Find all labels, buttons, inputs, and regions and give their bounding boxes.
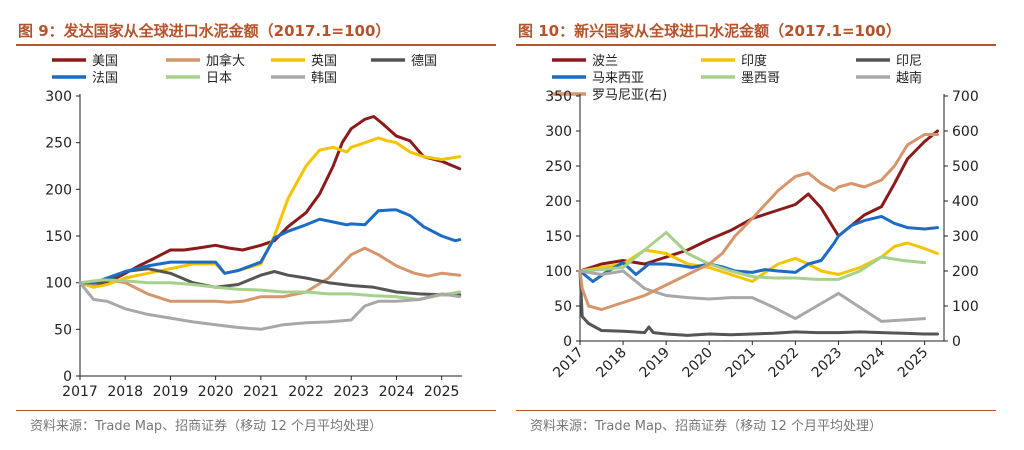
x-tick-label-8: 2025: [895, 345, 932, 382]
y-tick-label-2: 100: [45, 276, 72, 292]
source-note: 资料来源：Trade Map、招商证券（移动 12 个月平均处理）: [30, 419, 382, 434]
y-tick-label-1: 50: [554, 299, 572, 315]
x-tick-label-7: 2024: [852, 344, 889, 381]
series-line-3: [578, 214, 939, 283]
chart-title: 图 10：新兴国家从全球进口水泥金额（2017.1=100）: [518, 22, 901, 40]
series-line-6: [78, 281, 462, 331]
bottom-divider: [16, 410, 496, 411]
y-tick-label-1: 50: [54, 322, 72, 338]
y-tick-label-0: 0: [63, 369, 72, 385]
y-right-tick-label-1: 100: [952, 299, 979, 315]
series-line-5: [78, 278, 462, 301]
y-tick-label-5: 250: [545, 159, 572, 175]
legend-label-0: 波兰: [592, 54, 618, 69]
legend-label-3: 德国: [411, 54, 437, 69]
series-line-2: [578, 269, 939, 337]
x-tick-label-2: 2019: [636, 345, 673, 382]
series-line-3: [78, 267, 462, 297]
y-tick-label-3: 150: [545, 229, 572, 245]
series-line-1: [578, 241, 939, 283]
legend-label-2: 印尼: [896, 54, 922, 69]
legend-label-3: 马来西亚: [592, 71, 644, 86]
y-right-tick-label-2: 200: [952, 264, 979, 280]
series-line-0: [78, 115, 462, 287]
x-tick-label-6: 2023: [333, 384, 369, 400]
chart-panel-emerging: 图 10：新兴国家从全球进口水泥金额（2017.1=100） 波兰 印度 印尼马来西…: [516, 0, 996, 450]
y-right-tick-label-5: 500: [952, 159, 979, 175]
legend-label-4: 墨西哥: [741, 71, 780, 86]
y-tick-label-5: 250: [45, 136, 72, 152]
x-tick-label-0: 2017: [62, 384, 98, 400]
y-right-tick-label-3: 300: [952, 229, 979, 245]
x-tick-label-1: 2018: [593, 345, 630, 382]
y-tick-label-6: 300: [45, 89, 72, 105]
y-tick-label-7: 350: [545, 89, 572, 105]
x-tick-label-3: 2020: [680, 345, 717, 382]
x-tick-label-1: 2018: [107, 384, 143, 400]
y-tick-label-3: 150: [45, 229, 72, 245]
legend-label-0: 美国: [92, 54, 118, 69]
y-right-tick-label-0: 0: [952, 334, 961, 350]
legend-label-2: 英国: [311, 54, 337, 69]
y-right-tick-label-7: 700: [952, 89, 979, 105]
legend-label-5: 越南: [896, 70, 922, 86]
x-tick-label-4: 2021: [243, 384, 279, 400]
series-line-4: [78, 208, 462, 285]
y-tick-label-0: 0: [563, 334, 572, 350]
x-tick-label-2: 2019: [153, 384, 189, 400]
y-tick-label-2: 100: [545, 264, 572, 280]
x-tick-label-6: 2023: [809, 345, 846, 382]
legend-label-1: 印度: [741, 53, 767, 69]
series-line-1: [78, 246, 462, 304]
legend-label-6: 韩国: [311, 71, 337, 86]
x-tick-label-4: 2021: [723, 345, 760, 382]
y-right-tick-label-6: 600: [952, 124, 979, 140]
bottom-divider: [516, 410, 996, 411]
legend-label-1: 加拿大: [206, 53, 245, 69]
title-divider: [16, 44, 496, 46]
series-line-0: [578, 129, 939, 273]
title-divider: [516, 44, 996, 46]
y-tick-label-6: 300: [545, 124, 572, 140]
chart-title: 图 9：发达国家从全球进口水泥金额（2017.1=100）: [18, 22, 391, 40]
y-right-tick-label-4: 400: [952, 194, 979, 210]
legend-label-5: 日本: [206, 71, 232, 86]
x-tick-label-5: 2022: [766, 345, 803, 382]
series-line-2: [78, 136, 462, 289]
series-line-5: [578, 269, 927, 323]
y-tick-label-4: 200: [45, 182, 72, 198]
y-tick-label-4: 200: [545, 194, 572, 210]
series-line-6: [578, 133, 939, 311]
x-tick-label-7: 2024: [379, 384, 415, 400]
series-line-4: [578, 231, 927, 281]
chart-panel-developed: 图 9：发达国家从全球进口水泥金额（2017.1=100） 美国 加拿大 英国 德国法…: [16, 0, 496, 450]
x-tick-label-3: 2020: [198, 384, 234, 400]
x-tick-label-8: 2025: [424, 384, 460, 400]
source-note: 资料来源：Trade Map、招商证券（移动 12 个月平均处理）: [530, 419, 882, 434]
legend-label-6: 罗马尼亚(右): [592, 88, 667, 103]
legend-label-4: 法国: [92, 71, 118, 86]
x-tick-label-5: 2022: [288, 384, 324, 400]
